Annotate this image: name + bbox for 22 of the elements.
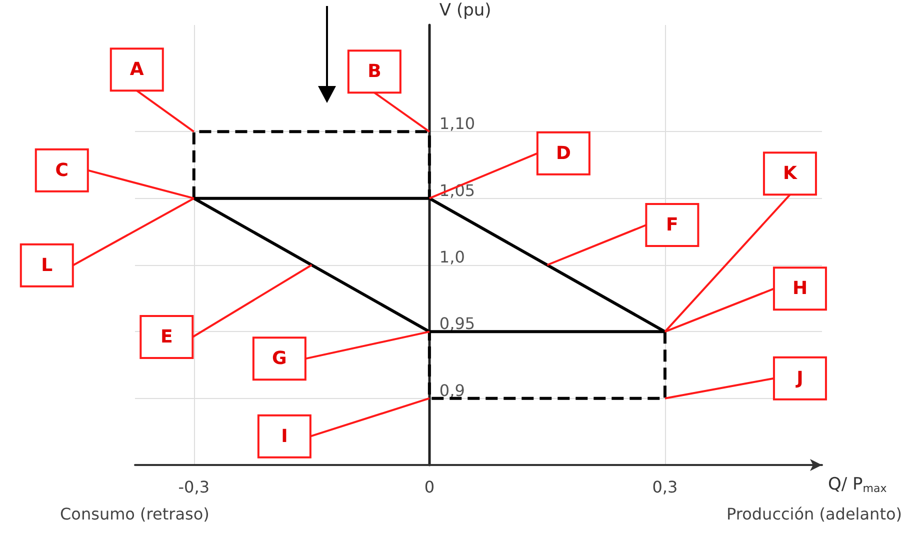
y-tick-label: 0,9 [439,380,465,400]
x-tick-label: -0,3 [178,478,210,496]
x-tick-label: 0 [424,478,435,496]
annotation: G [272,348,287,370]
annotation: J [794,368,804,389]
annotation: A [130,59,144,80]
y-tick-label: 1,10 [439,114,476,134]
annotation: I [281,426,288,447]
y-tick-label: 1,0 [439,248,465,266]
annotation: L [41,254,53,276]
annotation: D [556,142,571,164]
annotation: K [782,163,798,184]
annotation: C [55,160,68,181]
annotation: E [160,326,173,348]
annotation: F [666,214,678,236]
y-axis-title: V (pu) [439,0,492,20]
text: Producción (adelanto) [726,504,902,524]
annotation: B [368,61,382,82]
text: Consumo (retraso) [60,504,210,524]
annotation: H [792,278,808,300]
y-tick-label: 0,95 [439,314,476,334]
x-tick-label: 0,3 [652,478,678,496]
